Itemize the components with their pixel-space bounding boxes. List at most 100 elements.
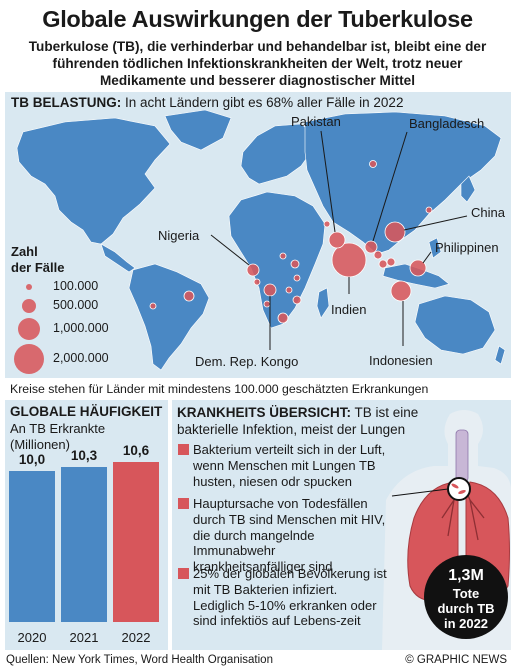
bubble-china [384,221,406,243]
legend-circle-500k [22,299,36,313]
bubble-thailand [378,259,388,269]
bubble-peru [149,302,157,310]
label-nigeria: Nigeria [158,228,200,243]
subtitle-line: Medikamente und besserer diagnostischer … [99,73,415,88]
leader-nigeria [210,234,250,266]
legend-label-500k: 500.000 [53,298,99,312]
bar-2021 [61,467,107,622]
legend-title-line: der Fälle [11,260,65,275]
land-south-america [128,263,210,371]
overview-panel: KRANKHEITS ÜBERSICHT: TB ist eine bakter… [172,400,511,650]
land-asia [304,111,502,255]
bubble-vietnam [386,257,396,267]
label-philippinen: Philippinen [435,240,499,255]
deaths-badge: 1,3M Tote durch TB in 2022 [424,555,508,639]
land-new-zealand [494,345,506,365]
overview-header: KRANKHEITS ÜBERSICHT: TB ist eine bakter… [177,404,427,438]
bubble-pakistan [328,231,346,249]
land-madagascar [316,287,330,319]
label-indonesien: Indonesien [369,353,433,368]
overview-header-label: KRANKHEITS ÜBERSICHT: [177,405,352,420]
legend-circle-100k [26,284,32,290]
bubble-brazil [183,290,195,302]
land-africa [228,191,326,329]
bar-year-label: 2021 [69,630,99,645]
page-title: Globale Auswirkungen der Tuberkulose [42,6,473,32]
bullet-text: Bakterium verteilt sich in der Luft, wen… [193,442,386,489]
label-dr-kongo: Dem. Rep. Kongo [195,354,299,369]
bullet-text: 25% der globalen Bevölkerung ist mit TB … [193,566,387,629]
legend-label-1m: 1,000.000 [53,321,109,335]
map-header: TB BELASTUNG: In acht Ländern gibt es 68… [11,95,403,110]
chart-title: GLOBALE HÄUFIGKEIT [10,404,163,419]
bacteria-callout [447,477,471,501]
chart-ylabel: An TB Erkrankte (Millionen) [10,421,105,452]
label-indien: Indien [331,302,367,317]
bar-2020 [9,471,55,622]
label-bangladesh: Bangladesch [409,116,485,131]
deaths-caption-line: Tote [452,586,480,601]
label-china: China [471,205,505,220]
bar-value-label: 10,3 [70,448,98,463]
leader-bangladesh [372,131,408,242]
chart-ylabel-line: An TB Erkrankte [10,421,106,436]
land-europe [240,123,318,185]
map-note: Kreise stehen für Länder mit mindestens … [10,382,429,396]
leader-china [403,215,468,231]
bar-value-label: 10,0 [18,452,46,467]
bubble-north-korea [425,206,433,214]
deaths-caption-line: durch TB [437,601,495,616]
sources: Quellen: New York Times, Word Health Org… [6,654,273,666]
bar-year-label: 2022 [121,630,151,645]
land-greenland [164,109,232,151]
bullet-text: Hauptursache von Todesfällen durch TB si… [193,496,386,575]
bubble-indonesia [390,280,412,302]
bubble-nigeria [246,263,260,277]
bubble-russia [369,160,377,168]
land-australia [414,295,496,355]
bubble-kenya [293,274,301,282]
bullet-square-icon [178,498,189,509]
credit: © GRAPHIC NEWS [405,654,507,666]
bubble-bangladesh [364,240,378,254]
bubble-mozambique [292,295,302,305]
map-header-text: In acht Ländern gibt es 68% aller Fälle … [125,95,404,110]
bubble-afghanistan [323,220,331,228]
leader-philippinen [422,251,432,264]
bubble-angola [263,300,271,308]
subtitle-line: Tuberkulose (TB), die verhinderbar und b… [28,39,487,54]
bar-year-label: 2020 [17,630,47,645]
page-subtitle: Tuberkulose (TB), die verhinderbar und b… [10,38,505,89]
overview-header-text: TB ist eine bakterielle Infektion, meist… [177,405,419,437]
land-north-america [16,117,171,245]
map-panel: TB BELASTUNG: In acht Ländern gibt es 68… [5,92,511,378]
legend-circle-2m [14,344,44,374]
bubble-cameroon [253,278,261,286]
bubble-tanzania [285,286,293,294]
label-pakistan: Pakistan [291,114,341,129]
bullet-square-icon [178,444,189,455]
land-central-america [100,243,136,273]
subtitle-line: führenden tödlichen Infektionskrankheite… [52,56,463,71]
deaths-caption-line: in 2022 [443,616,489,631]
overview-bullet: Hauptursache von Todesfällen durch TB si… [178,496,388,575]
deaths-count: 1,3M [448,567,484,584]
bubble-myanmar [373,250,383,260]
legend-label-100k: 100.000 [53,279,99,293]
legend-label-2m: 2,000.000 [53,351,109,365]
bubble-philippines [409,259,427,277]
bubble-sudan [279,252,287,260]
bar-2022 [113,462,159,622]
world-map [14,109,506,374]
legend-title: Zahl der Fälle [11,244,64,276]
bar-value-label: 10,6 [122,443,150,458]
land-japan [460,175,476,203]
legend-title-line: Zahl [11,244,38,259]
incidence-chart-panel: GLOBALE HÄUFIGKEIT An TB Erkrankte (Mill… [5,400,168,650]
leader-pakistan [320,130,336,233]
overview-bullet: 25% der globalen Bevölkerung ist mit TB … [178,566,388,629]
bubble-south-africa [277,312,289,324]
chart-ylabel-line: (Millionen) [10,436,70,452]
map-header-label: TB BELASTUNG: [11,95,122,110]
land-philippines [428,237,442,259]
